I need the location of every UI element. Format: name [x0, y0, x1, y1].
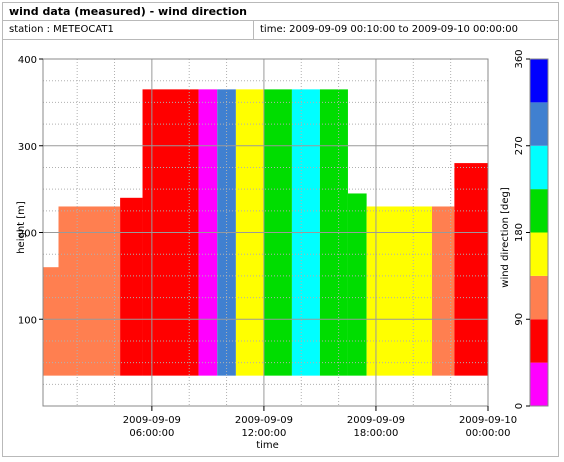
x-tick-label: 18:00:00 — [353, 428, 398, 439]
heatmap-cell — [347, 193, 367, 376]
colorbar-swatch — [530, 232, 548, 276]
heatmap-cell — [366, 206, 432, 376]
colorbar: 0 90 180 270 360 — [514, 49, 549, 409]
y-axis-label: height [m] — [16, 201, 27, 254]
colorbar-swatch — [530, 145, 548, 190]
colorbar-swatch — [530, 189, 548, 233]
time-range-label: time: 2009-09-09 00:10:00 to 2009-09-10 … — [260, 24, 518, 35]
title-bar: wind data (measured) - wind direction — [2, 2, 559, 21]
heatmap-cell — [454, 163, 488, 376]
y-tick-label: 200 — [18, 229, 37, 240]
x-tick-label: 06:00:00 — [129, 428, 174, 439]
colorbar-swatch — [530, 102, 548, 146]
grid-lines — [43, 59, 488, 406]
heatmap-cell — [431, 206, 455, 376]
heatmap-cell — [120, 197, 143, 376]
colorbar-swatch — [530, 275, 548, 320]
colorbar-tick-label: 180 — [514, 223, 525, 242]
y-tick-label: 400 — [18, 55, 37, 66]
x-tick-label: 2009-09-09 — [347, 415, 405, 426]
colorbar-swatch — [530, 319, 548, 363]
x-tick-label: 2009-09-10 — [459, 415, 517, 426]
colorbar-tick-label: 270 — [514, 136, 525, 155]
info-separator — [253, 21, 254, 39]
x-axis: 2009-09-09 06:00:00 2009-09-09 12:00:00 2009… — [123, 406, 517, 439]
info-bar: station : METEOCAT1 time: 2009-09-09 00:… — [2, 21, 559, 40]
y-tick-label: 100 — [18, 315, 37, 326]
station-label: station : METEOCAT1 — [9, 24, 114, 35]
heatmap-cell — [58, 206, 121, 376]
heatmap-cell — [43, 267, 59, 376]
x-tick-label: 00:00:00 — [466, 428, 511, 439]
colorbar-tick-label: 90 — [514, 313, 525, 326]
chart-title: wind data (measured) - wind direction — [9, 5, 247, 18]
colorbar-tick-label: 0 — [514, 403, 525, 409]
x-tick-label: 2009-09-09 — [235, 415, 293, 426]
colorbar-swatch — [530, 59, 548, 103]
y-tick-label: 300 — [18, 142, 37, 153]
colorbar-label: wind direction [deg] — [500, 187, 511, 288]
y-axis: 100 200 300 400 — [18, 55, 43, 326]
x-tick-label: 12:00:00 — [241, 428, 286, 439]
x-tick-label: 2009-09-09 — [123, 415, 181, 426]
x-axis-label: time — [256, 440, 279, 451]
colorbar-tick-label: 360 — [514, 49, 525, 68]
colorbar-swatch — [530, 362, 548, 406]
